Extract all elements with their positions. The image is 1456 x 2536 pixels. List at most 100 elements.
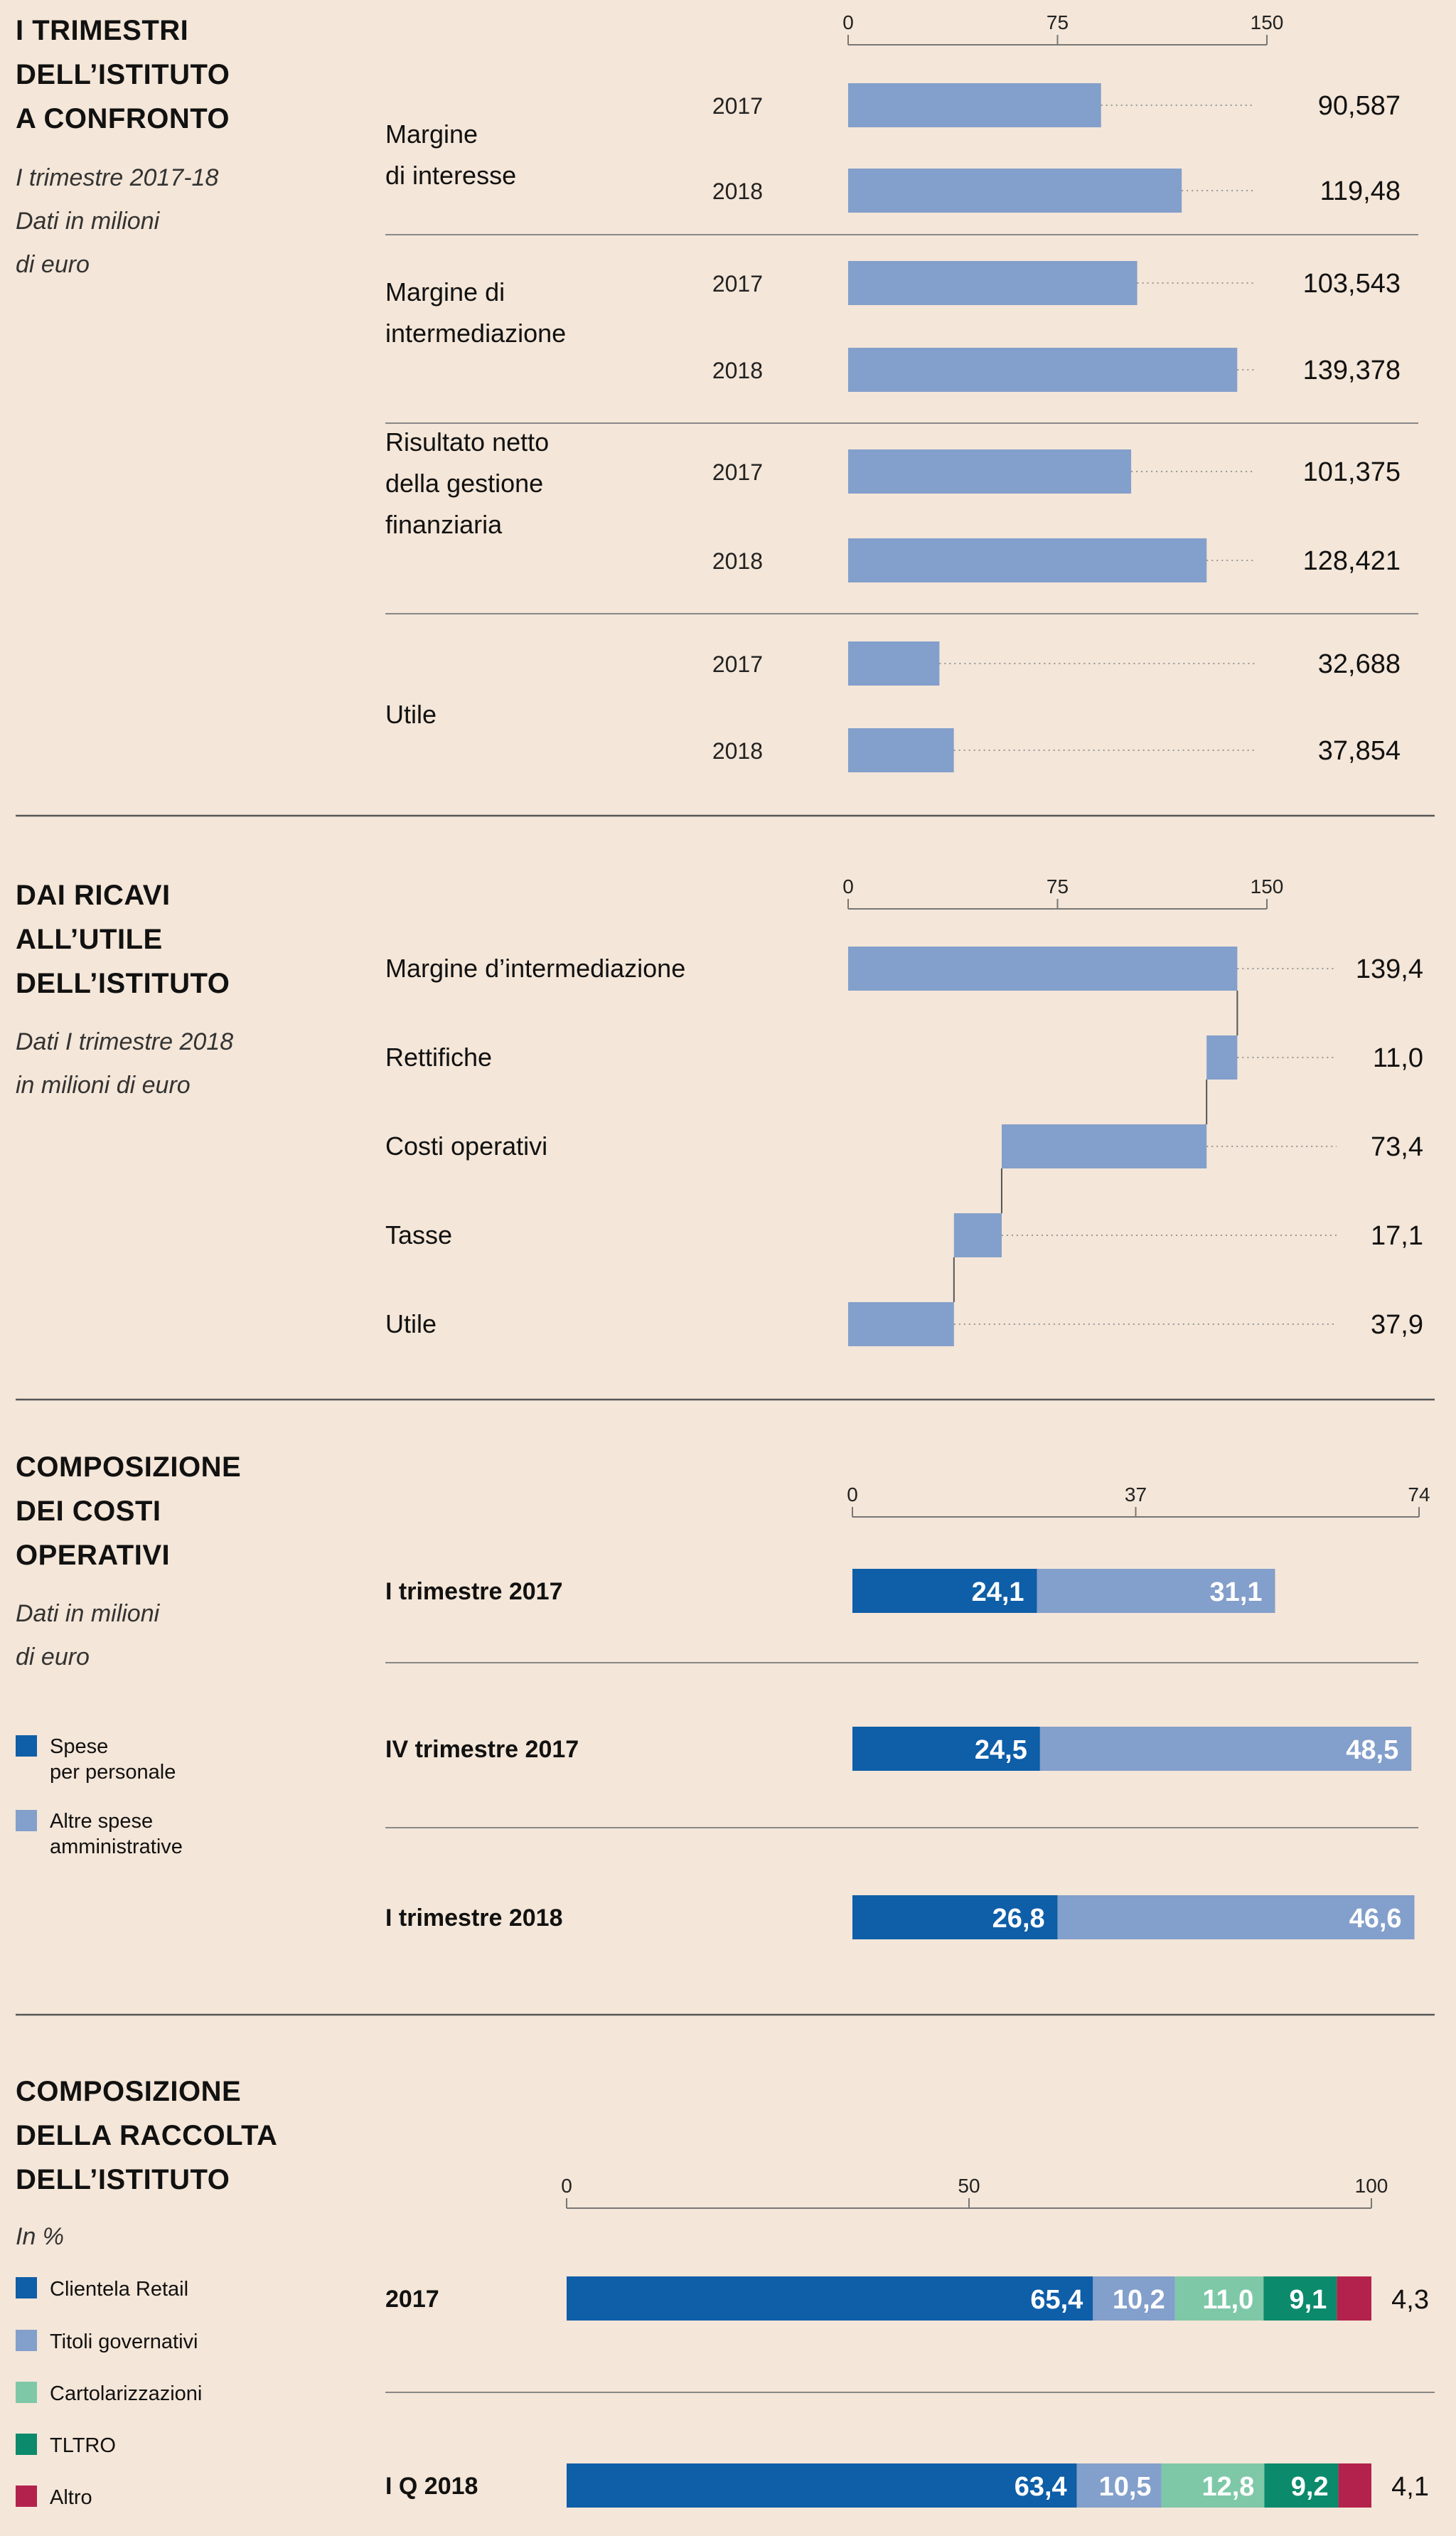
section-1-year-label: 2017	[712, 459, 763, 485]
section-1-year-label: 2018	[712, 738, 763, 764]
section-1-bar	[848, 449, 1132, 494]
section-3-legend-label: Spese	[50, 1735, 108, 1758]
section-1-year-label: 2018	[712, 358, 763, 383]
section-3-bar-segment	[1039, 1727, 1412, 1771]
section-4-bar-segment	[1093, 2276, 1175, 2321]
section-4-category-label: I Q 2018	[385, 2473, 478, 2500]
section-1-year-label: 2017	[712, 651, 763, 677]
section-4-segment-label: 4,1	[1391, 2472, 1429, 2502]
section-4-bar-segment	[1161, 2463, 1265, 2508]
section-4-segment-label: 12,8	[1201, 2472, 1254, 2502]
section-1-bar	[848, 641, 940, 686]
section-4-segment-label: 65,4	[1030, 2285, 1083, 2315]
section-2-title: DELL’ISTITUTO	[16, 968, 230, 999]
section-2-bar	[1206, 1035, 1238, 1080]
section-2-bar	[1001, 1124, 1207, 1168]
section-1-category-label: Margine	[385, 119, 478, 149]
section-4-legend-swatch	[16, 2382, 37, 2403]
section-4-bar-segment	[567, 2463, 1077, 2508]
section-1-bar	[848, 83, 1101, 127]
section-2-step-label: Margine d’intermediazione	[385, 954, 685, 983]
section-2-bar	[848, 1302, 954, 1346]
section-4-segment-label: 10,5	[1099, 2472, 1152, 2502]
section-4-segment-label: 4,3	[1391, 2285, 1429, 2315]
section-3-segment-label: 24,1	[972, 1577, 1024, 1607]
section-4-bar-segment	[1337, 2276, 1371, 2321]
section-2-title: DAI RICAVI	[16, 880, 171, 911]
section-3-segment-label: 24,5	[975, 1735, 1027, 1765]
section-2-step-label: Costi operativi	[385, 1131, 547, 1161]
section-1-tick-label: 150	[1251, 11, 1284, 33]
section-1-year-label: 2018	[712, 179, 763, 204]
section-2-subtitle: in milioni di euro	[16, 1072, 191, 1099]
section-1-year-label: 2017	[712, 93, 763, 119]
section-1-title: A CONFRONTO	[16, 103, 230, 134]
section-1-value-label: 128,421	[1303, 546, 1401, 576]
section-4-legend-label: Altro	[50, 2486, 92, 2509]
section-2-tick-label: 75	[1046, 875, 1069, 897]
section-1-title: DELL’ISTITUTO	[16, 59, 230, 90]
section-3-subtitle: Dati in milioni	[16, 1600, 161, 1627]
section-1-year-label: 2018	[712, 548, 763, 574]
section-4-title: COMPOSIZIONE	[16, 2076, 241, 2107]
section-3-tick-label: 74	[1408, 1483, 1430, 1506]
section-1-bar	[848, 169, 1182, 213]
section-1-subtitle: I trimestre 2017-18	[16, 164, 218, 191]
section-4-bar-segment	[1174, 2276, 1264, 2321]
section-4-bar-segment	[1076, 2463, 1162, 2508]
section-1-value-label: 32,688	[1318, 649, 1401, 679]
section-3-subtitle: di euro	[16, 1643, 90, 1671]
section-4-legend-label: Clientela Retail	[50, 2278, 188, 2301]
section-4-bar-segment	[567, 2276, 1093, 2321]
section-1-bar	[848, 728, 954, 772]
section-2-subtitle: Dati I trimestre 2018	[16, 1028, 233, 1055]
section-3-legend-label: Altre spese	[50, 1810, 153, 1833]
section-1-category-label: intermediazione	[385, 319, 566, 348]
section-3-bar-segment	[852, 1727, 1040, 1771]
section-1-value-label: 139,378	[1303, 356, 1401, 385]
section-4-bar-segment	[1264, 2463, 1339, 2508]
section-1-category-label: di interesse	[385, 161, 516, 190]
section-4-tick-label: 100	[1355, 2175, 1388, 2197]
section-3-bar-segment	[852, 1569, 1037, 1613]
section-4-segment-label: 9,2	[1291, 2472, 1329, 2502]
section-1-year-label: 2017	[712, 271, 763, 297]
section-3-category-label: I trimestre 2018	[385, 1904, 563, 1932]
section-3-legend-label: amministrative	[50, 1836, 183, 1858]
section-1-tick-label: 75	[1046, 11, 1069, 33]
section-4-segment-label: 10,2	[1113, 2285, 1165, 2315]
section-3-tick-label: 0	[847, 1483, 858, 1506]
section-1-category-label: della gestione	[385, 469, 543, 498]
section-4-title: DELLA RACCOLTA	[16, 2120, 277, 2151]
section-1-tick-label: 0	[842, 11, 854, 33]
section-3-segment-label: 48,5	[1346, 1735, 1398, 1765]
section-3-title: DEI COSTI	[16, 1496, 161, 1527]
section-1-subtitle: Dati in milioni	[16, 208, 161, 235]
section-4-segment-label: 63,4	[1015, 2472, 1067, 2502]
section-4-bar-segment	[1263, 2276, 1337, 2321]
section-3-segment-label: 31,1	[1210, 1577, 1263, 1607]
section-1-category-label: Margine di	[385, 277, 505, 307]
section-2-tick-label: 0	[842, 875, 854, 897]
section-1-category-label: Risultato netto	[385, 427, 549, 457]
section-2-title: ALL’UTILE	[16, 924, 163, 955]
section-2-bar	[848, 947, 1238, 991]
section-2-step-label: Utile	[385, 1309, 437, 1338]
section-3-bar-segment	[1057, 1895, 1415, 1939]
section-4-subtitle: In %	[16, 2223, 64, 2250]
section-4-legend-swatch	[16, 2434, 37, 2455]
section-2-value-label: 139,4	[1356, 954, 1423, 984]
section-1-bar	[848, 538, 1207, 582]
section-1-category-label: Utile	[385, 700, 437, 729]
section-2-bar	[953, 1213, 1002, 1257]
section-3-segment-label: 46,6	[1349, 1904, 1402, 1934]
section-2-step-label: Rettifiche	[385, 1043, 492, 1072]
section-4-bar-segment	[1338, 2463, 1371, 2508]
section-4-category-label: 2017	[385, 2286, 439, 2313]
section-3-legend-label: per personale	[50, 1761, 176, 1784]
section-1-category-label: finanziaria	[385, 510, 503, 539]
section-2-value-label: 37,9	[1371, 1310, 1423, 1340]
section-4-legend-label: Cartolarizzazioni	[50, 2382, 202, 2405]
section-4-segment-label: 9,1	[1289, 2285, 1327, 2315]
